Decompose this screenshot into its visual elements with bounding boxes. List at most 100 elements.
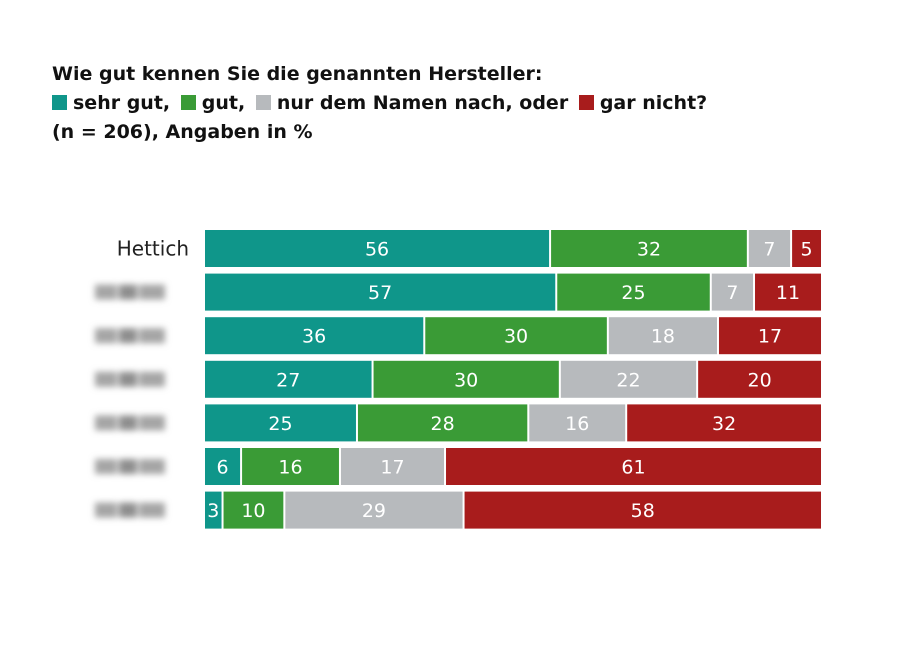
data-label: 27 xyxy=(276,369,300,391)
blurred-label-block xyxy=(139,459,165,474)
bar-segment-gut xyxy=(242,448,339,485)
bar-segment-sehr-gut xyxy=(205,230,550,267)
data-label: 25 xyxy=(268,413,292,435)
category-labels-group: Hettich xyxy=(95,237,189,518)
bar-segment-sehr-gut xyxy=(205,448,241,485)
bar-segment-sehr-gut xyxy=(205,491,222,529)
bar-segment-gar-nicht xyxy=(464,491,821,529)
bar-segment-namen xyxy=(560,360,697,398)
blurred-label-block xyxy=(119,371,137,387)
blurred-label-block xyxy=(95,284,117,300)
data-label: 57 xyxy=(368,282,392,304)
data-label: 7 xyxy=(763,239,775,261)
blurred-label-block xyxy=(95,502,117,518)
bar-segment-sehr-gut xyxy=(205,317,424,355)
bar-segment-gar-nicht xyxy=(718,317,821,355)
bar-segment-namen xyxy=(285,491,463,529)
blurred-label-block xyxy=(95,328,117,344)
bar-segment-sehr-gut xyxy=(205,404,356,442)
chart-subtitle: (n = 206), Angaben in % xyxy=(52,121,313,143)
blurred-label-block xyxy=(119,459,137,474)
chart-title-block: Wie gut kennen Sie die genannten Herstel… xyxy=(52,60,711,147)
bar-segment-gut xyxy=(223,491,284,529)
data-label: 32 xyxy=(712,413,736,435)
blurred-category-label xyxy=(95,328,165,344)
bar-segment-gar-nicht xyxy=(446,448,821,485)
data-label: 3 xyxy=(207,500,219,522)
data-label: 7 xyxy=(726,282,738,304)
data-label: 16 xyxy=(278,457,302,479)
legend-label-namen: nur dem Namen nach, oder xyxy=(276,92,569,114)
bar-segment-namen xyxy=(608,317,717,355)
blurred-label-block xyxy=(139,502,165,518)
data-label: 11 xyxy=(776,282,800,304)
blurred-category-label xyxy=(95,284,165,300)
blurred-label-block xyxy=(139,284,165,300)
data-label: 17 xyxy=(380,457,404,479)
legend-item-namen: nur dem Namen nach, oder xyxy=(255,92,569,114)
data-label: 36 xyxy=(302,326,326,348)
bar-segment-namen xyxy=(340,448,445,485)
bar-segment-gar-nicht xyxy=(755,273,821,311)
blurred-label-block xyxy=(139,415,165,431)
data-label: 10 xyxy=(241,500,265,522)
bar-segment-sehr-gut xyxy=(205,273,556,311)
blurred-label-block xyxy=(119,284,137,300)
bar-segment-gar-nicht xyxy=(627,404,821,442)
legend-item-gar-nicht: gar nicht? xyxy=(578,92,708,114)
data-label: 18 xyxy=(651,326,675,348)
data-label: 32 xyxy=(637,239,661,261)
blurred-category-label xyxy=(95,502,165,518)
blurred-label-block xyxy=(119,502,137,518)
bar-segment-gut xyxy=(373,360,559,398)
data-label: 22 xyxy=(616,369,640,391)
legend-label-gut: gut, xyxy=(201,92,246,114)
data-label: 30 xyxy=(454,369,478,391)
legend-swatch-namen xyxy=(255,95,271,110)
data-label: 6 xyxy=(216,457,228,479)
legend-swatch-gut xyxy=(180,95,196,110)
legend-item-gut: gut, xyxy=(180,92,246,114)
data-label: 5 xyxy=(801,239,813,261)
legend-label-sehr-gut: sehr gut, xyxy=(73,92,171,114)
bar-segment-gut xyxy=(551,230,747,267)
blurred-label-block xyxy=(119,328,137,344)
data-label: 25 xyxy=(621,282,645,304)
bar-segment-gut xyxy=(425,317,607,355)
data-label: 17 xyxy=(758,326,782,348)
bar-segment-gar-nicht xyxy=(698,360,821,398)
blurred-label-block xyxy=(95,415,117,431)
blurred-label-block xyxy=(139,371,165,387)
chart-title: Wie gut kennen Sie die genannten Herstel… xyxy=(52,63,543,85)
bar-segment-sehr-gut xyxy=(205,360,372,398)
bar-segment-namen xyxy=(711,273,754,311)
bar-segment-namen xyxy=(748,230,791,267)
blurred-label-block xyxy=(95,459,117,474)
blurred-label-block xyxy=(139,328,165,344)
blurred-label-block xyxy=(119,415,137,431)
bar-segment-gut xyxy=(557,273,710,311)
blurred-category-label xyxy=(95,371,165,387)
category-label: Hettich xyxy=(117,237,189,261)
legend-item-sehr-gut: sehr gut, xyxy=(52,92,170,114)
blurred-category-label xyxy=(95,415,165,431)
blurred-label-block xyxy=(95,371,117,387)
bar-segment-gar-nicht xyxy=(792,230,821,267)
data-label: 61 xyxy=(621,457,645,479)
bar-segment-gut xyxy=(357,404,528,442)
blurred-category-label xyxy=(95,459,165,474)
legend-swatch-gar-nicht xyxy=(578,95,594,110)
bar-segment-namen xyxy=(529,404,626,442)
data-label: 29 xyxy=(362,500,386,522)
legend-label-gar-nicht: gar nicht? xyxy=(599,92,708,114)
legend-swatch-sehr-gut xyxy=(52,95,67,110)
data-label: 58 xyxy=(631,500,655,522)
data-label: 28 xyxy=(431,413,455,435)
data-label: 16 xyxy=(565,413,589,435)
data-label: 56 xyxy=(365,239,389,261)
legend: sehr gut, gut, nur dem Namen nach, oder … xyxy=(52,89,711,118)
data-label: 30 xyxy=(504,326,528,348)
data-label: 20 xyxy=(747,369,771,391)
